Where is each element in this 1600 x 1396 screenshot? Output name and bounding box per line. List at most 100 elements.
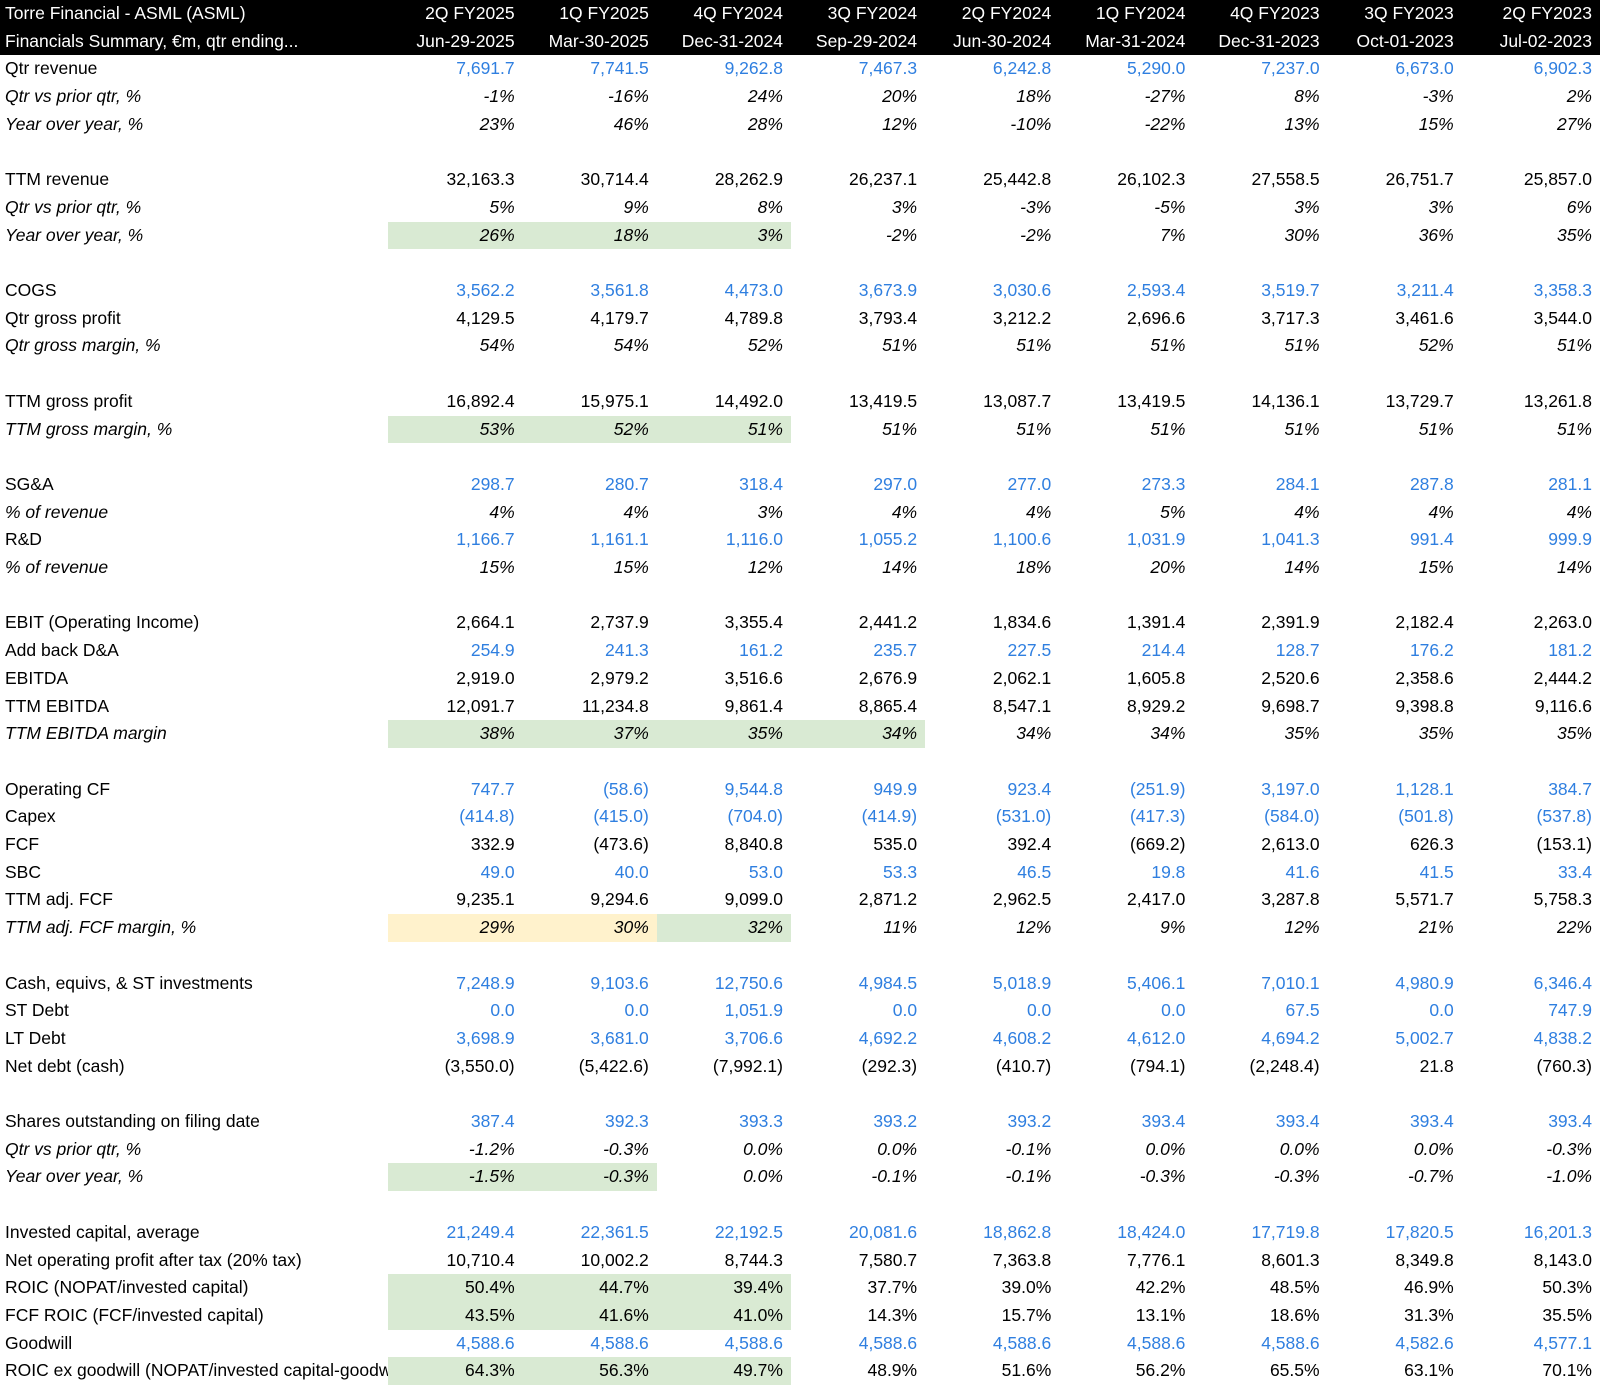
value-cell[interactable]: 36% — [1418, 224, 1454, 245]
value-cell[interactable]: 51% — [656, 415, 791, 444]
empty-cell[interactable] — [657, 139, 791, 167]
value-cell[interactable]: 11% — [883, 917, 918, 938]
value-cell[interactable]: 7,010.1 — [1261, 972, 1320, 993]
empty-cell[interactable] — [791, 360, 925, 388]
value-cell[interactable]: 0.0 — [1026, 1000, 1052, 1021]
value-cell[interactable]: (584.0) — [1264, 806, 1320, 827]
value-cell[interactable]: 49.0 — [480, 861, 515, 882]
value-cell[interactable]: 51% — [1284, 418, 1320, 439]
row-label[interactable]: COGS — [5, 280, 57, 300]
value-cell[interactable]: 0.0% — [743, 1138, 783, 1159]
value-cell[interactable]: 14% — [1556, 557, 1592, 577]
value-cell[interactable]: 25,857.0 — [1523, 169, 1592, 190]
value-cell[interactable]: 8,865.4 — [858, 695, 918, 716]
value-cell[interactable]: -3% — [1020, 196, 1052, 217]
value-cell[interactable]: 5,758.3 — [1533, 889, 1592, 910]
value-cell[interactable]: 4,694.2 — [1261, 1027, 1320, 1048]
empty-cell[interactable] — [657, 1080, 791, 1108]
value-cell[interactable]: 12,091.7 — [446, 695, 515, 716]
value-cell[interactable]: 35% — [1556, 224, 1592, 245]
value-cell[interactable]: 28% — [747, 113, 783, 134]
empty-cell[interactable] — [1462, 139, 1600, 167]
value-cell[interactable]: -16% — [607, 86, 649, 107]
empty-cell[interactable] — [657, 360, 791, 388]
value-cell[interactable]: 4% — [1428, 501, 1454, 522]
empty-cell[interactable] — [1193, 249, 1327, 277]
value-cell[interactable]: 999.9 — [1548, 529, 1592, 550]
value-cell[interactable]: 2,263.0 — [1533, 612, 1592, 633]
value-cell[interactable]: 26% — [388, 221, 523, 250]
empty-cell[interactable] — [523, 942, 657, 970]
value-cell[interactable]: 2,919.0 — [456, 667, 515, 688]
value-cell[interactable]: 923.4 — [1007, 778, 1052, 799]
value-cell[interactable]: -0.1% — [1005, 1166, 1052, 1187]
empty-cell[interactable] — [925, 1191, 1059, 1219]
value-cell[interactable]: 2,441.2 — [858, 612, 918, 633]
value-cell[interactable]: 3% — [1428, 196, 1454, 217]
value-cell[interactable]: -0.1% — [871, 1166, 918, 1187]
value-cell[interactable]: 17,719.8 — [1251, 1221, 1320, 1242]
value-cell[interactable]: 8,929.2 — [1127, 695, 1186, 716]
value-cell[interactable]: 52% — [522, 415, 657, 444]
empty-cell[interactable] — [0, 139, 388, 167]
value-cell[interactable]: 4% — [489, 501, 515, 522]
empty-cell[interactable] — [657, 443, 791, 471]
empty-cell[interactable] — [791, 443, 925, 471]
value-cell[interactable]: 2,676.9 — [858, 667, 918, 688]
value-cell[interactable]: 3,287.8 — [1261, 889, 1320, 910]
empty-cell[interactable] — [0, 942, 388, 970]
value-cell[interactable]: 18% — [1016, 557, 1052, 577]
empty-cell[interactable] — [657, 942, 791, 970]
empty-cell[interactable] — [791, 748, 925, 776]
value-cell[interactable]: 387.4 — [470, 1111, 515, 1131]
value-cell[interactable]: 27,558.5 — [1251, 169, 1320, 190]
value-cell[interactable]: 41.6% — [522, 1301, 657, 1330]
row-label[interactable]: LT Debt — [5, 1027, 66, 1048]
empty-cell[interactable] — [791, 582, 925, 610]
header-date[interactable]: Jun-30-2024 — [925, 27, 1060, 56]
empty-cell[interactable] — [0, 748, 388, 776]
empty-cell[interactable] — [657, 249, 791, 277]
value-cell[interactable]: -0.3% — [603, 1138, 649, 1159]
value-cell[interactable]: (2,248.4) — [1249, 1055, 1320, 1076]
value-cell[interactable]: 7,248.9 — [456, 972, 515, 993]
header-date[interactable]: Dec-31-2024 — [656, 27, 791, 56]
row-label[interactable]: ROIC (NOPAT/invested capital) — [5, 1277, 249, 1298]
value-cell[interactable]: 4,984.5 — [858, 972, 918, 993]
empty-cell[interactable] — [388, 360, 522, 388]
value-cell[interactable]: 2,962.5 — [992, 889, 1052, 910]
value-cell[interactable]: 41.5 — [1419, 861, 1454, 882]
value-cell[interactable]: 318.4 — [739, 473, 783, 494]
empty-cell[interactable] — [523, 443, 657, 471]
value-cell[interactable]: 18,424.0 — [1117, 1221, 1186, 1242]
value-cell[interactable]: 33.4 — [1557, 861, 1592, 882]
empty-cell[interactable] — [523, 1191, 657, 1219]
value-cell[interactable]: 14,492.0 — [714, 390, 783, 411]
empty-cell[interactable] — [1328, 360, 1462, 388]
value-cell[interactable]: 13,419.5 — [1117, 390, 1186, 411]
value-cell[interactable]: 6,673.0 — [1395, 58, 1454, 79]
value-cell[interactable]: 9,398.8 — [1395, 695, 1454, 716]
value-cell[interactable]: 15% — [1418, 557, 1454, 577]
header-date[interactable]: Mar-30-2025 — [522, 27, 657, 56]
value-cell[interactable]: 5,290.0 — [1127, 58, 1186, 79]
value-cell[interactable]: 241.3 — [605, 640, 649, 661]
value-cell[interactable]: 21% — [1418, 917, 1454, 938]
row-label[interactable]: Year over year, % — [5, 224, 144, 245]
value-cell[interactable]: -2% — [1020, 224, 1052, 245]
value-cell[interactable]: 393.3 — [739, 1111, 783, 1131]
value-cell[interactable]: -22% — [1144, 113, 1186, 134]
row-label[interactable]: Goodwill — [5, 1332, 73, 1353]
value-cell[interactable]: 50.3% — [1542, 1277, 1592, 1298]
row-label[interactable]: Qtr vs prior qtr, % — [5, 1138, 142, 1159]
value-cell[interactable]: 63.1% — [1404, 1360, 1454, 1381]
value-cell[interactable]: 2,696.6 — [1127, 307, 1186, 328]
value-cell[interactable]: 6% — [1566, 196, 1592, 217]
empty-cell[interactable] — [1059, 1191, 1193, 1219]
value-cell[interactable]: 14% — [882, 557, 918, 577]
value-cell[interactable]: 12,750.6 — [714, 972, 783, 993]
value-cell[interactable]: 332.9 — [470, 834, 515, 854]
value-cell[interactable]: 35% — [656, 720, 791, 748]
value-cell[interactable]: 2,737.9 — [590, 612, 649, 633]
value-cell[interactable]: 28,262.9 — [714, 169, 783, 190]
